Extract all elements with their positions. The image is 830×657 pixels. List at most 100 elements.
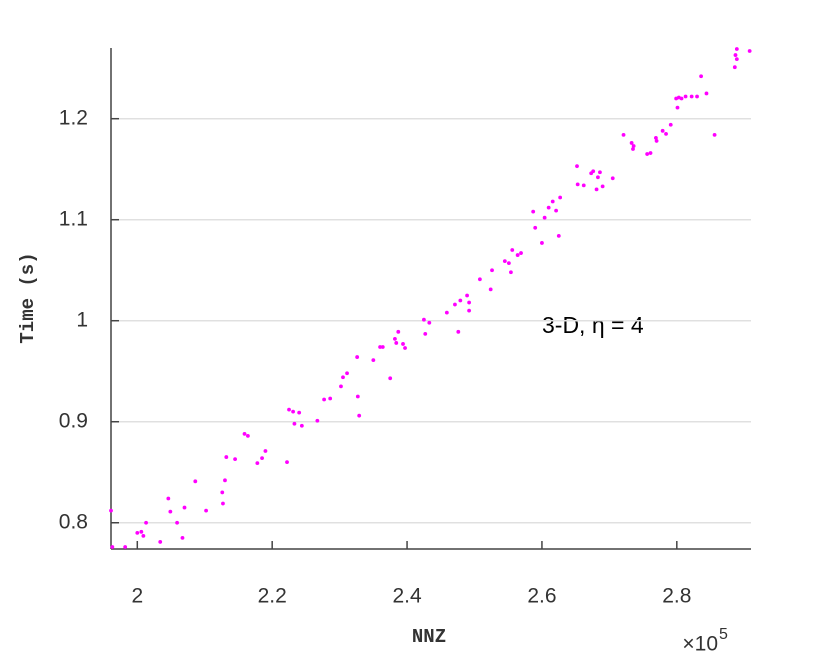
point	[456, 329, 461, 334]
point	[380, 345, 385, 349]
point	[292, 421, 297, 426]
point	[403, 346, 407, 350]
point	[287, 407, 291, 412]
point	[255, 461, 260, 466]
point	[664, 131, 668, 136]
point	[621, 132, 626, 137]
point	[591, 169, 596, 174]
x-tick-label: 2	[131, 585, 143, 608]
point	[734, 47, 739, 51]
point	[110, 545, 115, 549]
point	[144, 520, 148, 525]
point	[315, 418, 320, 423]
point	[654, 139, 659, 143]
point	[631, 147, 635, 151]
point	[645, 152, 650, 156]
point	[575, 182, 580, 187]
point	[246, 433, 250, 438]
point	[554, 208, 559, 213]
point	[423, 331, 428, 336]
point	[477, 277, 482, 282]
point	[175, 520, 179, 525]
point	[339, 384, 343, 389]
point	[396, 329, 401, 334]
point	[458, 298, 463, 303]
point	[488, 287, 493, 292]
point	[699, 74, 703, 79]
point	[378, 345, 382, 349]
point	[506, 261, 511, 266]
point	[467, 300, 472, 305]
point	[427, 320, 432, 325]
point	[733, 53, 738, 57]
point	[732, 65, 737, 70]
point	[182, 505, 187, 510]
y-tick-label: 0.8	[59, 510, 88, 533]
point	[679, 96, 684, 101]
point	[355, 355, 360, 359]
point	[675, 105, 680, 110]
point	[223, 478, 227, 483]
y-axis-label: Time (s)	[17, 252, 39, 343]
point	[531, 209, 536, 214]
point	[224, 455, 229, 459]
point	[515, 253, 520, 257]
point	[220, 490, 225, 495]
point	[204, 508, 208, 513]
point	[490, 268, 494, 273]
point	[734, 57, 739, 62]
x-tick-label: 2.8	[662, 585, 691, 608]
point	[299, 423, 304, 428]
point	[594, 187, 599, 192]
y-tick-label: 0.9	[59, 409, 88, 432]
point	[394, 341, 399, 345]
point	[631, 144, 636, 148]
point	[540, 241, 544, 245]
y-tick-label: 1.2	[59, 106, 88, 129]
point	[610, 176, 615, 181]
point	[747, 49, 752, 53]
point	[465, 293, 469, 298]
point	[558, 195, 563, 200]
point	[629, 141, 634, 145]
x-multiplier: ×10	[682, 633, 718, 656]
x-axis-label: NNZ	[412, 626, 446, 648]
point	[233, 457, 237, 462]
point	[704, 91, 709, 96]
point	[345, 371, 349, 376]
point	[422, 317, 426, 322]
point	[519, 251, 523, 255]
y-tick-label: 1.1	[59, 207, 88, 230]
point	[695, 94, 699, 99]
x-tick-label: 2.4	[392, 585, 422, 608]
point	[180, 535, 185, 540]
point	[550, 199, 555, 204]
point	[444, 310, 449, 315]
point	[502, 259, 507, 264]
point	[654, 135, 658, 140]
point	[648, 151, 653, 155]
point	[139, 529, 144, 534]
point	[596, 175, 600, 180]
y-tick-label: 1	[76, 308, 88, 331]
point	[263, 449, 268, 453]
annotation: 3-D, η = 4	[542, 312, 644, 338]
point	[600, 184, 605, 189]
point	[357, 413, 362, 418]
point	[533, 225, 538, 230]
point	[328, 396, 333, 401]
point	[291, 409, 295, 414]
point	[388, 376, 393, 381]
point	[371, 358, 376, 363]
point	[598, 170, 602, 175]
point	[453, 302, 457, 307]
point	[546, 205, 551, 210]
point	[242, 431, 247, 436]
point	[509, 270, 513, 275]
point	[660, 128, 665, 133]
point	[141, 533, 146, 538]
point	[668, 122, 673, 127]
point	[297, 410, 302, 415]
point	[355, 394, 360, 399]
